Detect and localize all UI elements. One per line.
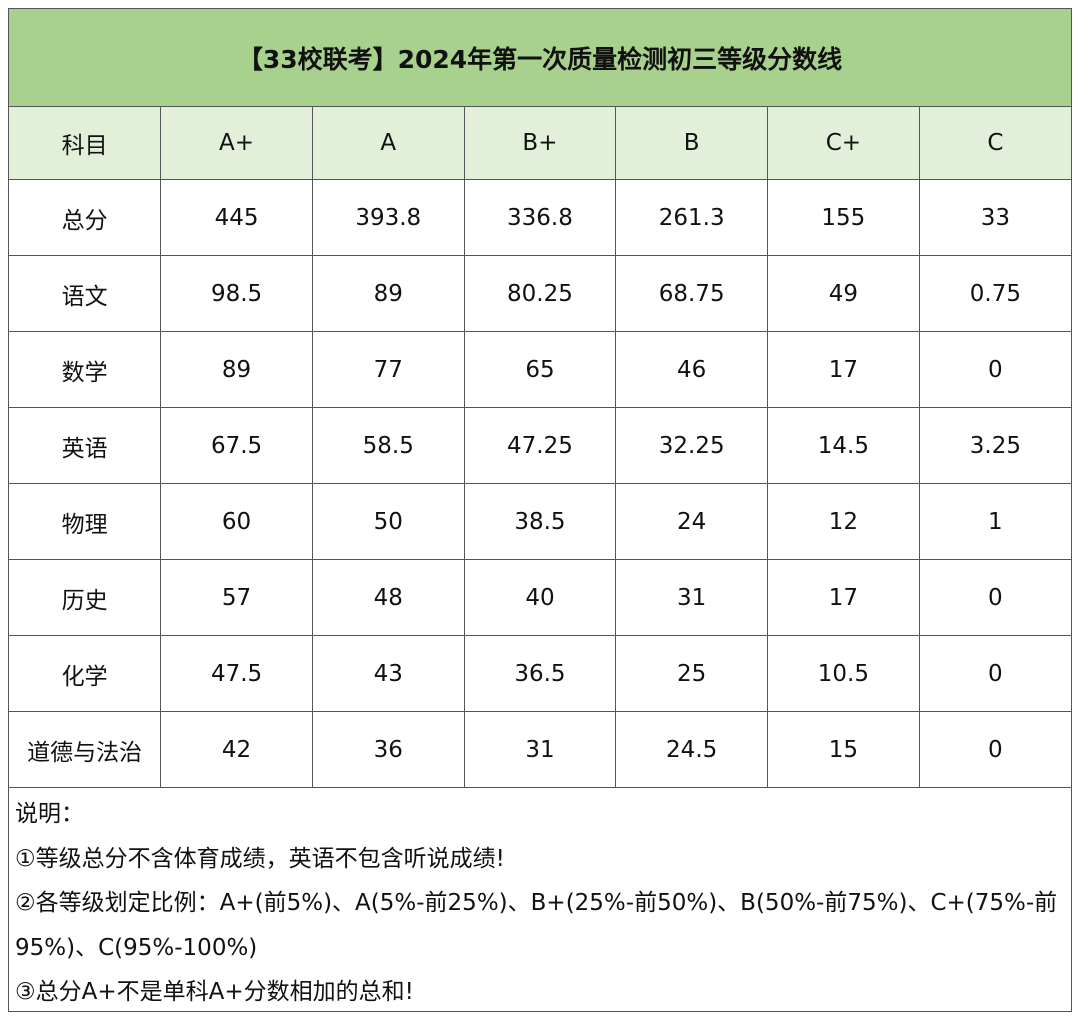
title: 【33校联考】2024年第一次质量检测初三等级分数线 [9, 9, 1071, 107]
score-cell: 43 [311, 635, 465, 712]
note-item: ①等级总分不含体育成绩，英语不包含听说成绩! [15, 845, 505, 872]
score-cell: 393.8 [311, 179, 465, 256]
data-row: 道德与法治 42 36 31 24.5 15 0 [9, 711, 1071, 788]
score-cell: 15 [767, 711, 920, 788]
score-cell: 261.3 [615, 179, 769, 256]
score-cell: 38.5 [463, 483, 617, 560]
score-cell: 40 [463, 559, 617, 636]
data-row: 英语 67.5 58.5 47.25 32.25 14.5 3.25 [9, 407, 1071, 484]
score-cell: 60 [160, 483, 313, 560]
subject-cell: 英语 [9, 407, 162, 484]
score-cell: 25 [615, 635, 769, 712]
score-cell: 336.8 [463, 179, 617, 256]
score-cell: 47.5 [160, 635, 313, 712]
score-cell: 3.25 [918, 407, 1071, 484]
score-cell: 98.5 [160, 255, 313, 332]
header-cell: 科目 [9, 107, 162, 180]
score-cell: 67.5 [160, 407, 313, 484]
score-cell: 24.5 [615, 711, 769, 788]
score-cell: 36.5 [463, 635, 617, 712]
score-cell: 49 [767, 255, 920, 332]
score-cell: 36 [311, 711, 465, 788]
score-cell: 89 [160, 331, 313, 408]
score-cell: 0 [918, 331, 1071, 408]
note-item: ③总分A+不是单科A+分数相加的总和! [15, 979, 414, 1005]
score-cell: 89 [311, 255, 465, 332]
score-cell: 24 [615, 483, 769, 560]
score-cell: 17 [767, 331, 920, 408]
data-row: 化学 47.5 43 36.5 25 10.5 0 [9, 635, 1071, 712]
subject-cell: 道德与法治 [9, 711, 162, 788]
score-cell: 31 [463, 711, 617, 788]
header-cell: C [918, 107, 1071, 180]
score-cell: 68.75 [615, 255, 769, 332]
header-cell: A+ [160, 107, 313, 180]
score-cell: 445 [160, 179, 313, 256]
data-row: 总分 445 393.8 336.8 261.3 155 33 [9, 179, 1071, 256]
score-cell: 48 [311, 559, 465, 636]
score-cell: 58.5 [311, 407, 465, 484]
subject-cell: 物理 [9, 483, 162, 560]
notes-heading: 说明： [15, 801, 84, 827]
score-cell: 31 [615, 559, 769, 636]
score-cell: 0 [918, 711, 1071, 788]
score-cell: 47.25 [463, 407, 617, 484]
subject-cell: 总分 [9, 179, 162, 256]
score-cell: 0 [918, 635, 1071, 712]
notes: 说明： ①等级总分不含体育成绩，英语不包含听说成绩! ②各等级划定比例：A+(前5… [9, 788, 1071, 1015]
header-cell: A [311, 107, 465, 180]
score-cell: 32.25 [615, 407, 769, 484]
subject-cell: 历史 [9, 559, 162, 636]
data-row: 语文 98.5 89 80.25 68.75 49 0.75 [9, 255, 1071, 332]
score-cell: 0 [918, 559, 1071, 636]
subject-cell: 化学 [9, 635, 162, 712]
score-cell: 42 [160, 711, 313, 788]
score-cell: 155 [767, 179, 920, 256]
note-item: ②各等级划定比例：A+(前5%)、A(5%-前25%)、B+(25%-前50%)… [15, 890, 1058, 961]
score-cell: 80.25 [463, 255, 617, 332]
score-cell: 10.5 [767, 635, 920, 712]
data-row: 历史 57 48 40 31 17 0 [9, 559, 1071, 636]
score-cell: 12 [767, 483, 920, 560]
score-cell: 33 [918, 179, 1071, 256]
score-table-card: 【33校联考】2024年第一次质量检测初三等级分数线 科目 A+ A B+ B C+ C 总分… [8, 8, 1072, 1012]
data-row: 物理 60 50 38.5 24 12 1 [9, 483, 1071, 560]
score-cell: 14.5 [767, 407, 920, 484]
header-cell: B+ [463, 107, 617, 180]
score-cell: 50 [311, 483, 465, 560]
score-cell: 17 [767, 559, 920, 636]
score-cell: 77 [311, 331, 465, 408]
subject-cell: 语文 [9, 255, 162, 332]
subject-cell: 数学 [9, 331, 162, 408]
data-row: 数学 89 77 65 46 17 0 [9, 331, 1071, 408]
header-cell: C+ [767, 107, 920, 180]
grade-table: 科目 A+ A B+ B C+ C 总分 445 393.8 336.8 261.3 155 33 语文 98… [9, 107, 1071, 788]
score-cell: 57 [160, 559, 313, 636]
score-cell: 0.75 [918, 255, 1071, 332]
score-cell: 65 [463, 331, 617, 408]
header-row: 科目 A+ A B+ B C+ C [9, 107, 1071, 180]
score-cell: 46 [615, 331, 769, 408]
header-cell: B [615, 107, 769, 180]
score-cell: 1 [918, 483, 1071, 560]
